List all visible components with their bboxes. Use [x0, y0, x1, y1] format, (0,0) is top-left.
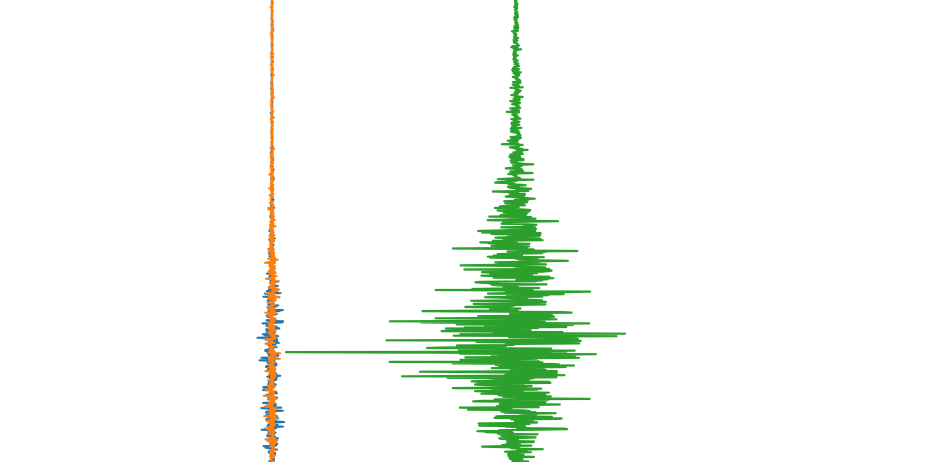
series-layer: [256, 0, 627, 462]
series-line-3: [284, 0, 627, 462]
series-line-2: [262, 0, 282, 462]
